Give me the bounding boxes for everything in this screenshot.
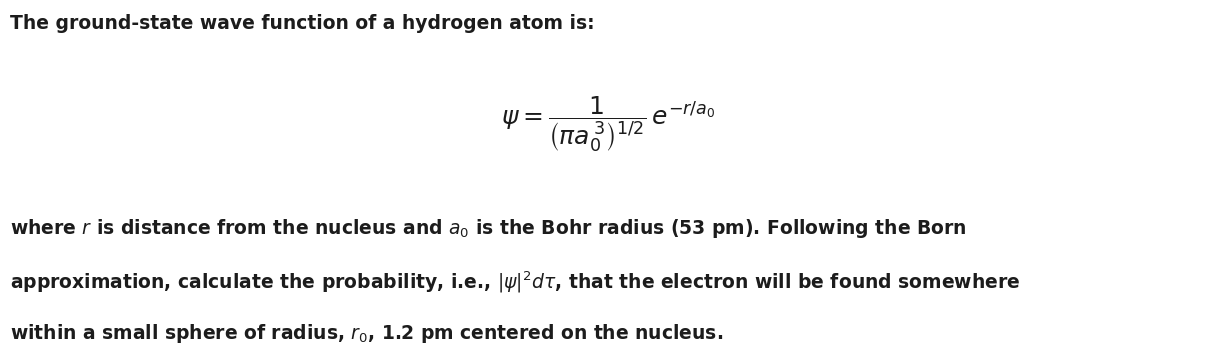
- Text: approximation, calculate the probability, i.e., $|\psi|^{2}d\tau$, that the elec: approximation, calculate the probability…: [10, 270, 1020, 295]
- Text: where $r$ is distance from the nucleus and $a_0$ is the Bohr radius (53 pm). Fol: where $r$ is distance from the nucleus a…: [10, 217, 966, 240]
- Text: The ground-state wave function of a hydrogen atom is:: The ground-state wave function of a hydr…: [10, 14, 594, 33]
- Text: $\psi = \dfrac{1}{\left(\pi a_0^{\,3}\right)^{1/2}}\, e^{-r/a_0}$: $\psi = \dfrac{1}{\left(\pi a_0^{\,3}\ri…: [501, 94, 716, 154]
- Text: within a small sphere of radius, $r_0$, 1.2 pm centered on the nucleus.: within a small sphere of radius, $r_0$, …: [10, 322, 723, 345]
